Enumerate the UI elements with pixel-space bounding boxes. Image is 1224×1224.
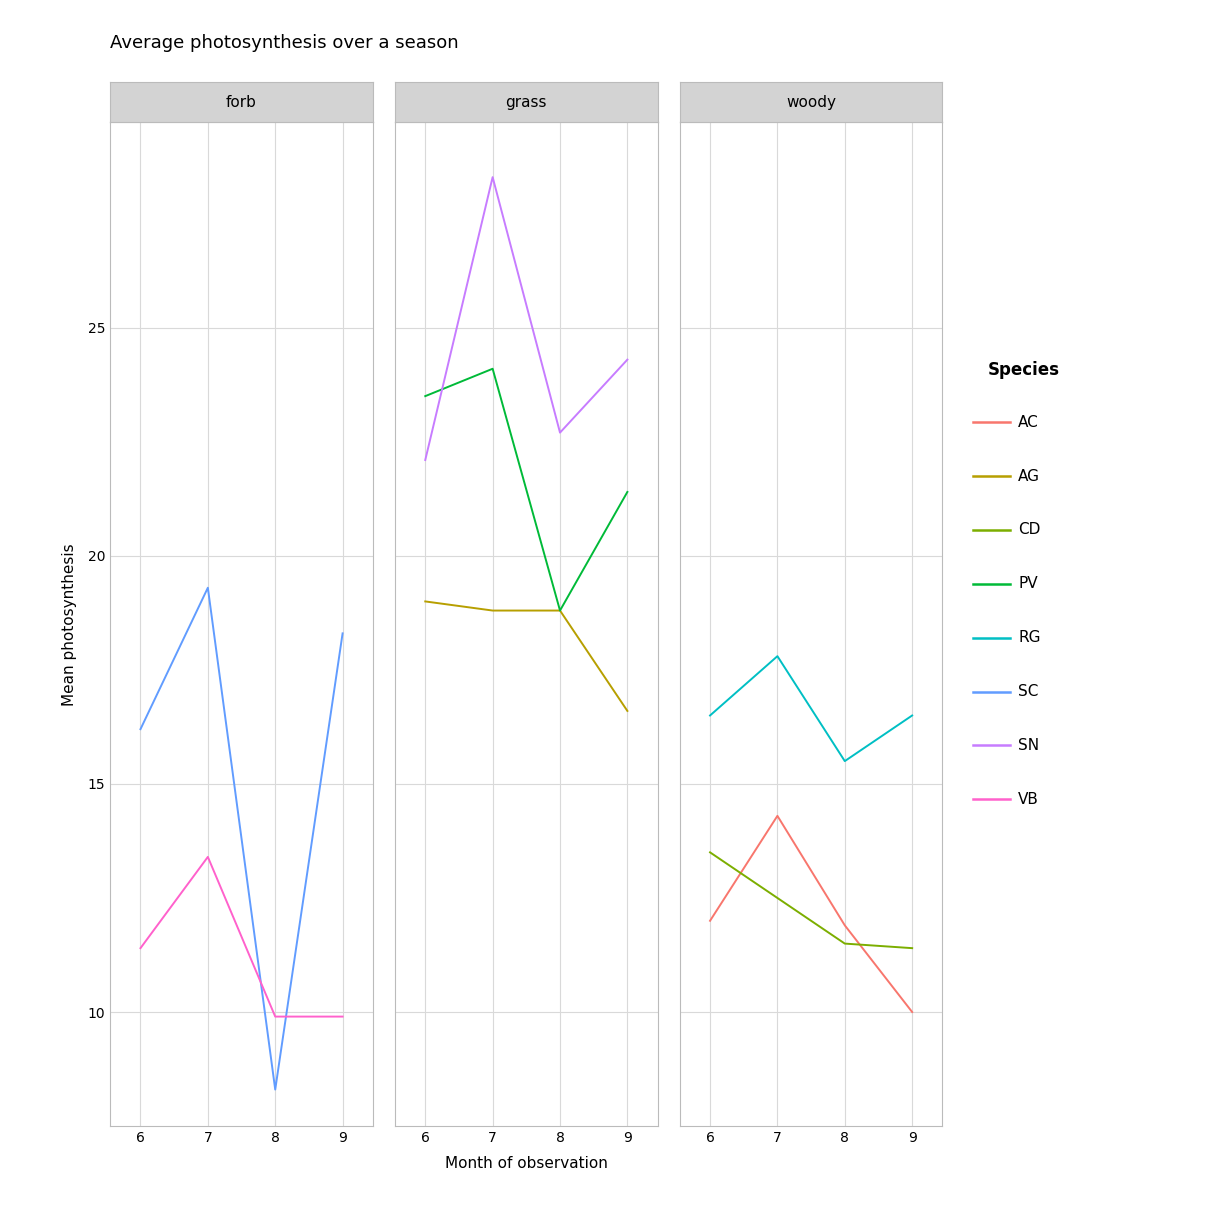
Text: RG: RG bbox=[1018, 630, 1040, 645]
Text: VB: VB bbox=[1018, 792, 1039, 807]
Text: AC: AC bbox=[1018, 415, 1039, 430]
X-axis label: Month of observation: Month of observation bbox=[444, 1155, 608, 1171]
Text: CD: CD bbox=[1018, 523, 1040, 537]
Text: SC: SC bbox=[1018, 684, 1039, 699]
Text: SN: SN bbox=[1018, 738, 1039, 753]
Text: Average photosynthesis over a season: Average photosynthesis over a season bbox=[110, 34, 459, 51]
Text: PV: PV bbox=[1018, 577, 1038, 591]
Text: forb: forb bbox=[226, 94, 257, 110]
Text: Species: Species bbox=[988, 361, 1060, 379]
Text: AG: AG bbox=[1018, 469, 1040, 483]
Text: grass: grass bbox=[506, 94, 547, 110]
Text: woody: woody bbox=[786, 94, 836, 110]
Y-axis label: Mean photosynthesis: Mean photosynthesis bbox=[61, 543, 77, 705]
